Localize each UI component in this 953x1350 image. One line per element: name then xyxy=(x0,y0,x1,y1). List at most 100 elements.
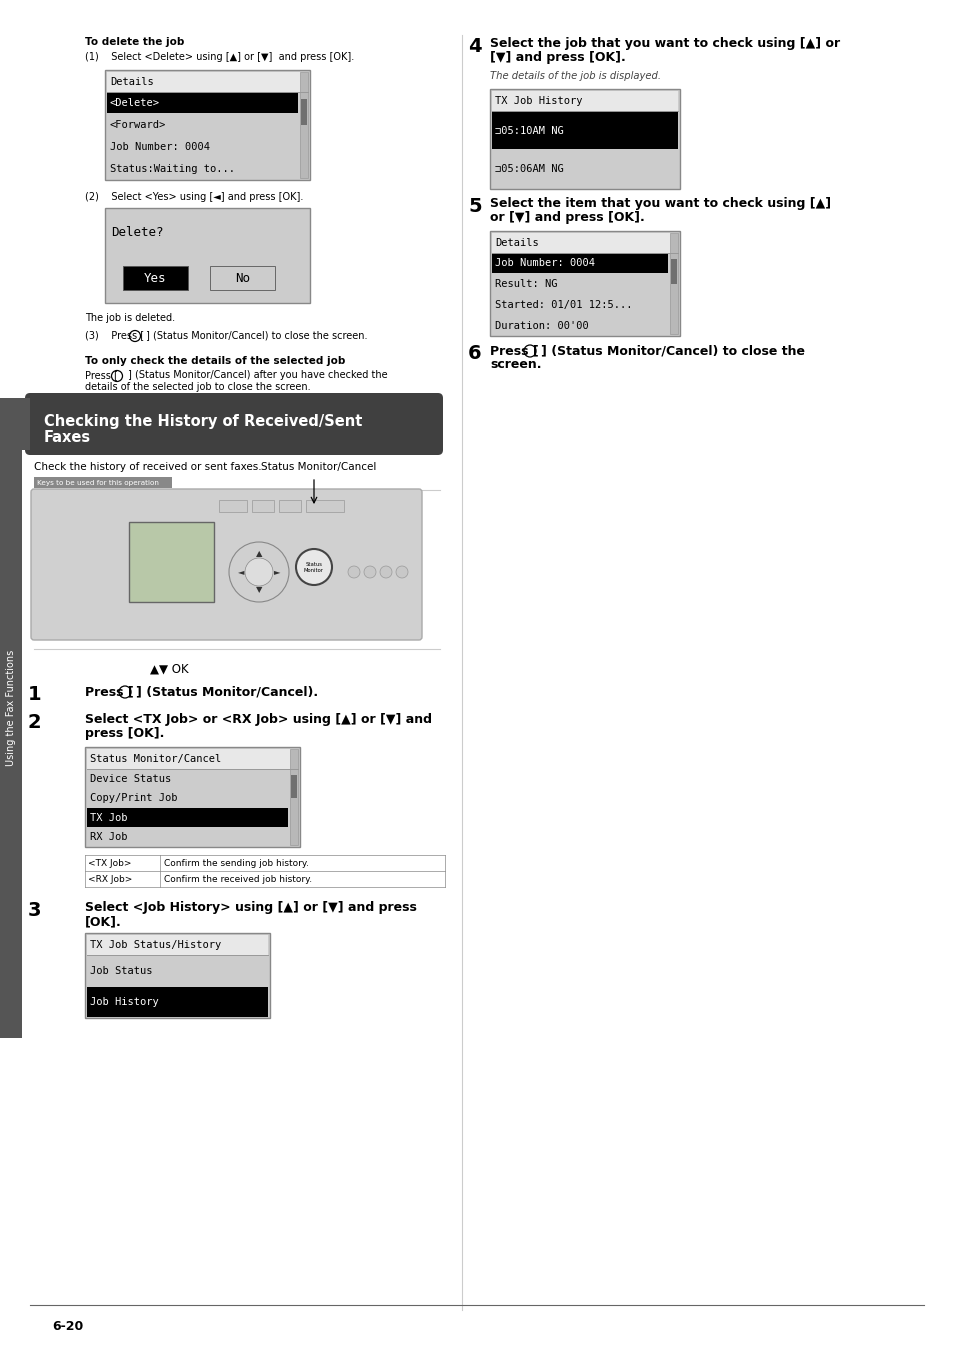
Bar xyxy=(87,809,288,826)
Bar xyxy=(290,749,297,845)
Text: ▼: ▼ xyxy=(255,586,262,594)
Text: (3)    Press [: (3) Press [ xyxy=(85,329,144,340)
Bar xyxy=(105,208,310,302)
Text: Using the Fax Functions: Using the Fax Functions xyxy=(6,649,16,767)
Text: Delete?: Delete? xyxy=(111,225,163,239)
Bar xyxy=(0,398,22,1038)
Text: Yes: Yes xyxy=(144,271,167,285)
Bar xyxy=(670,259,677,284)
Bar xyxy=(210,266,274,290)
Text: 6-20: 6-20 xyxy=(52,1320,83,1332)
Text: Press [: Press [ xyxy=(85,370,118,379)
Text: ◄: ◄ xyxy=(237,567,244,576)
Text: details of the selected job to close the screen.: details of the selected job to close the… xyxy=(85,382,311,391)
Text: 2: 2 xyxy=(28,713,42,732)
Circle shape xyxy=(245,558,273,586)
Text: ] (Status Monitor/Cancel) to close the screen.: ] (Status Monitor/Cancel) to close the s… xyxy=(146,329,367,340)
Text: Device Status: Device Status xyxy=(90,774,172,784)
Bar xyxy=(492,252,667,273)
Text: (1)    Select <Delete> using [▲] or [▼]  and press [OK].: (1) Select <Delete> using [▲] or [▼] and… xyxy=(85,53,354,62)
Text: Select the job that you want to check using [▲] or: Select the job that you want to check us… xyxy=(490,36,840,50)
Text: To delete the job: To delete the job xyxy=(85,36,184,47)
Text: No: No xyxy=(234,271,250,285)
Text: TX Job History: TX Job History xyxy=(495,96,582,107)
Text: Status Monitor/Cancel: Status Monitor/Cancel xyxy=(90,755,221,764)
Text: <TX Job>: <TX Job> xyxy=(88,859,132,868)
Text: ▲: ▲ xyxy=(255,549,262,559)
Text: To only check the details of the selected job: To only check the details of the selecte… xyxy=(85,356,345,366)
Text: Job History: Job History xyxy=(90,998,158,1007)
Text: or [▼] and press [OK].: or [▼] and press [OK]. xyxy=(490,211,644,224)
Bar xyxy=(123,266,188,290)
Circle shape xyxy=(379,566,392,578)
Text: Job Number: 0004: Job Number: 0004 xyxy=(110,142,210,153)
Text: press [OK].: press [OK]. xyxy=(85,728,164,740)
Bar xyxy=(301,99,307,126)
Text: Select the item that you want to check using [▲]: Select the item that you want to check u… xyxy=(490,197,830,211)
Text: ⊐05:10AM NG: ⊐05:10AM NG xyxy=(495,126,563,135)
Bar xyxy=(87,987,268,1017)
Text: 4: 4 xyxy=(468,36,481,55)
Text: (2)    Select <Yes> using [◄] and press [OK].: (2) Select <Yes> using [◄] and press [OK… xyxy=(85,192,303,202)
Text: screen.: screen. xyxy=(490,358,541,371)
Bar xyxy=(490,89,679,189)
Text: [▼] and press [OK].: [▼] and press [OK]. xyxy=(490,51,625,63)
Bar xyxy=(490,231,679,336)
Text: 1: 1 xyxy=(28,684,42,703)
Text: Duration: 00'00: Duration: 00'00 xyxy=(495,321,588,331)
Bar xyxy=(492,111,678,148)
Text: ►: ► xyxy=(274,567,280,576)
Bar xyxy=(669,234,678,333)
Text: The details of the job is displayed.: The details of the job is displayed. xyxy=(490,72,660,81)
Text: ] (Status Monitor/Cancel) to close the: ] (Status Monitor/Cancel) to close the xyxy=(540,344,804,356)
Bar xyxy=(34,477,172,487)
Bar xyxy=(87,749,297,770)
Text: Status:Waiting to...: Status:Waiting to... xyxy=(110,163,234,174)
Text: Job Number: 0004: Job Number: 0004 xyxy=(495,258,595,269)
Bar xyxy=(0,398,30,450)
Bar xyxy=(492,234,678,252)
Text: [OK].: [OK]. xyxy=(85,915,122,927)
Text: 5: 5 xyxy=(468,197,481,216)
Text: <Delete>: <Delete> xyxy=(110,99,160,108)
FancyBboxPatch shape xyxy=(30,489,421,640)
Text: Job Status: Job Status xyxy=(90,965,152,976)
Bar xyxy=(219,500,247,512)
Bar xyxy=(85,933,270,1018)
Bar xyxy=(278,500,301,512)
Text: <Forward>: <Forward> xyxy=(110,120,166,130)
Text: Faxes: Faxes xyxy=(44,431,91,446)
Text: Status: Status xyxy=(305,562,322,567)
Text: 6: 6 xyxy=(468,344,481,363)
Circle shape xyxy=(295,549,332,585)
Circle shape xyxy=(348,566,359,578)
Text: Confirm the sending job history.: Confirm the sending job history. xyxy=(164,859,309,868)
Text: ⊐05:06AM NG: ⊐05:06AM NG xyxy=(495,165,563,174)
Bar xyxy=(252,500,274,512)
Text: Copy/Print Job: Copy/Print Job xyxy=(90,794,177,803)
Bar xyxy=(105,70,310,180)
Text: The job is deleted.: The job is deleted. xyxy=(85,313,175,323)
Text: Press [: Press [ xyxy=(85,684,133,698)
Bar xyxy=(107,92,297,113)
Text: <RX Job>: <RX Job> xyxy=(88,875,132,883)
Bar xyxy=(492,90,678,111)
Text: TX Job: TX Job xyxy=(90,813,128,822)
Text: Details: Details xyxy=(495,238,538,248)
Text: Press [: Press [ xyxy=(490,344,538,356)
Text: Select <Job History> using [▲] or [▼] and press: Select <Job History> using [▲] or [▼] an… xyxy=(85,900,416,914)
Bar xyxy=(306,500,344,512)
Text: TX Job Status/History: TX Job Status/History xyxy=(90,940,221,950)
Bar xyxy=(107,72,308,92)
Text: Check the history of received or sent faxes.: Check the history of received or sent fa… xyxy=(34,462,261,472)
Bar xyxy=(299,72,308,178)
Text: Status Monitor/Cancel: Status Monitor/Cancel xyxy=(261,462,376,472)
Text: Monitor: Monitor xyxy=(304,567,324,572)
Text: RX Job: RX Job xyxy=(90,832,128,842)
Text: Keys to be used for this operation: Keys to be used for this operation xyxy=(37,479,159,486)
Circle shape xyxy=(364,566,375,578)
Bar xyxy=(85,747,299,846)
Circle shape xyxy=(395,566,408,578)
Text: Select <TX Job> or <RX Job> using [▲] or [▼] and: Select <TX Job> or <RX Job> using [▲] or… xyxy=(85,713,432,726)
Text: Started: 01/01 12:5...: Started: 01/01 12:5... xyxy=(495,300,632,310)
